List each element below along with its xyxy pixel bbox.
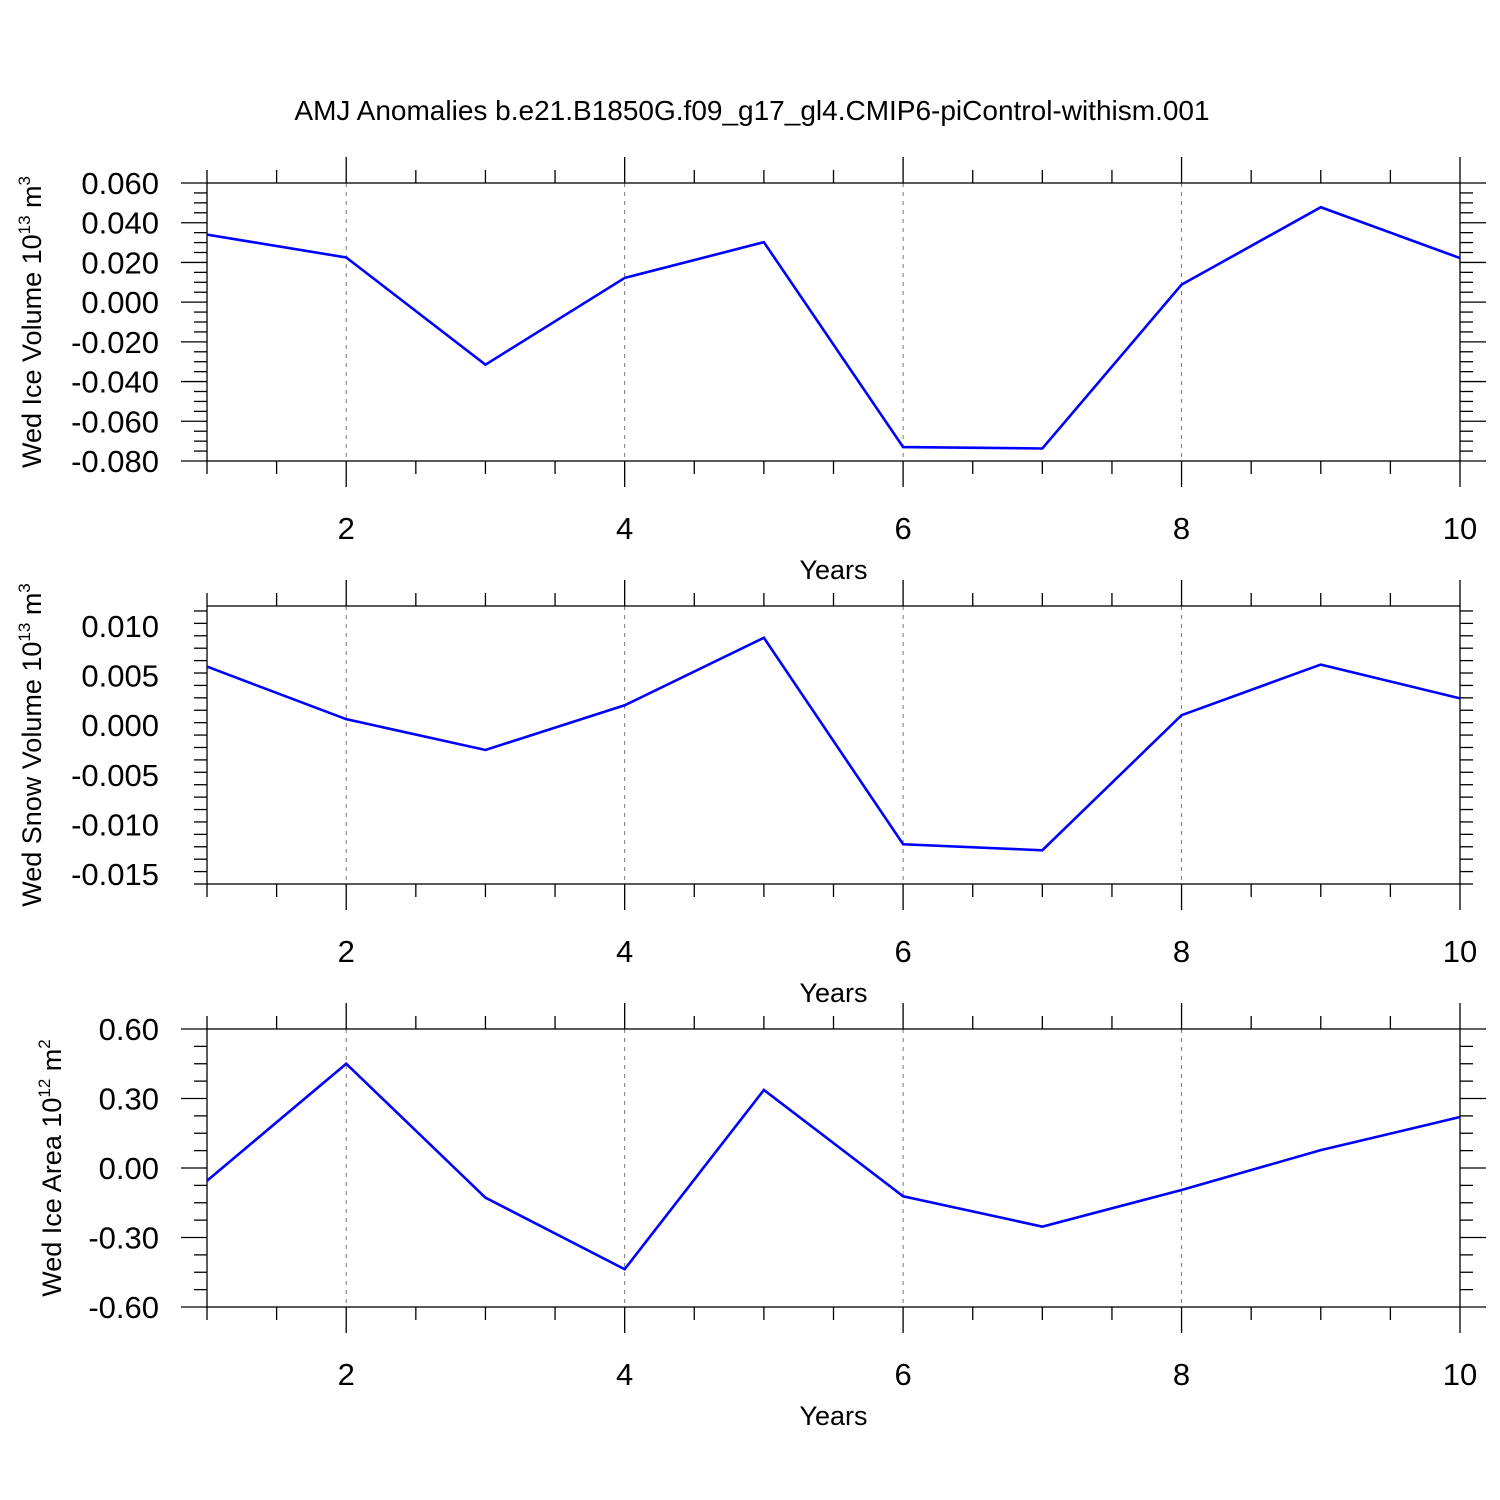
x-tick-label: 8 — [1173, 1357, 1190, 1392]
y-axis-label-sup: 12 — [35, 1079, 54, 1098]
y-tick-label: -0.060 — [71, 404, 159, 439]
y-tick-label: -0.60 — [88, 1290, 159, 1325]
chart-panel-2: 0.010 0.005 0.000 -0.005 -0.010 -0.015 2 4 6 8 10 Y… — [15, 580, 1477, 1008]
x-tick-label: 4 — [616, 934, 633, 969]
y-axis-label-unit-sup: 3 — [15, 583, 34, 592]
x-tick-label: 2 — [338, 934, 355, 969]
y-tick-label: -0.040 — [71, 365, 159, 400]
chart-panel-1: 0.060 0.040 0.020 0.000 -0.020 -0.040 -0.060 -0… — [15, 157, 1486, 585]
x-tick-label: 2 — [338, 1357, 355, 1392]
y-tick-label: 0.060 — [81, 166, 159, 201]
y-axis-label-main: Wed Ice Volume 10 — [17, 234, 47, 468]
y-tick-label: -0.020 — [71, 325, 159, 360]
y-axis-label-main: Wed Ice Area 10 — [37, 1098, 67, 1297]
series-line — [206, 1062, 1461, 1271]
y-tick-label: 0.00 — [99, 1151, 159, 1186]
y-tick-label: -0.010 — [71, 807, 159, 842]
x-tick-label: 6 — [894, 934, 911, 969]
x-tick-label: 2 — [338, 511, 355, 546]
x-tick-label: 4 — [616, 1357, 633, 1392]
y-tick-label: 0.020 — [81, 245, 159, 280]
x-tick-label: 8 — [1173, 934, 1190, 969]
series-line — [206, 636, 1461, 852]
y-axis-label-unit: m — [37, 1049, 67, 1079]
series-line — [206, 205, 1461, 450]
x-tick-label: 10 — [1443, 511, 1477, 546]
y-axis-label-unit-sup: 2 — [35, 1039, 54, 1048]
y-tick-label: -0.080 — [71, 444, 159, 479]
y-axis-label-sup: 13 — [15, 215, 34, 234]
y-axis-label: Wed Snow Volume 1013 m3 — [15, 583, 47, 907]
x-axis-label: Years — [799, 978, 867, 1008]
y-tick-label: -0.015 — [71, 857, 159, 892]
x-tick-label: 6 — [894, 511, 911, 546]
y-axis-label-unit: m — [17, 593, 47, 623]
y-tick-label: -0.005 — [71, 758, 159, 793]
plot-frame — [206, 1028, 1461, 1308]
y-tick-label: 0.040 — [81, 206, 159, 241]
y-tick-label: 0.000 — [81, 708, 159, 743]
x-axis-label: Years — [799, 1401, 867, 1431]
y-axis-label: Wed Ice Volume 1013 m3 — [15, 176, 47, 468]
x-tick-label: 6 — [894, 1357, 911, 1392]
y-tick-label: 0.000 — [81, 285, 159, 320]
x-axis-label: Years — [799, 555, 867, 585]
y-tick-label: 0.30 — [99, 1082, 159, 1117]
y-tick-label: 0.010 — [81, 609, 159, 644]
y-axis-label-unit-sup: 3 — [15, 176, 34, 185]
plot-frame — [206, 605, 1461, 885]
y-axis-label-unit: m — [17, 185, 47, 215]
chart-panel-3: 0.60 0.30 0.00 -0.30 -0.60 2 4 6 8 10 Years Wed Ice… — [35, 1003, 1486, 1431]
y-tick-label: 0.005 — [81, 659, 159, 694]
x-tick-label: 4 — [616, 511, 633, 546]
plot-frame — [206, 182, 1461, 462]
y-axis-label: Wed Ice Area 1012 m2 — [35, 1039, 67, 1297]
x-tick-label: 10 — [1443, 1357, 1477, 1392]
x-tick-label: 10 — [1443, 934, 1477, 969]
y-tick-label: -0.30 — [88, 1221, 159, 1256]
y-axis-label-sup: 13 — [15, 623, 34, 642]
y-axis-label-main: Wed Snow Volume 10 — [17, 642, 47, 907]
y-tick-label: 0.60 — [99, 1012, 159, 1047]
chart-title: AMJ Anomalies b.e21.B1850G.f09_g17_gl4.C… — [294, 95, 1209, 126]
x-tick-label: 8 — [1173, 511, 1190, 546]
